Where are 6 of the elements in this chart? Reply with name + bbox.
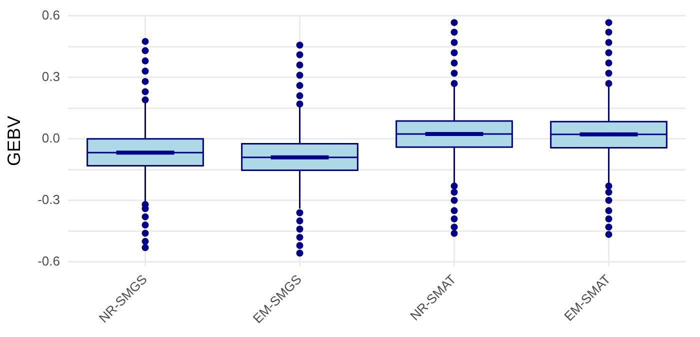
y-tick-label: -0.6 (38, 254, 60, 269)
y-axis-title: GEBV (4, 116, 24, 166)
y-tick-label: 0.6 (42, 7, 60, 22)
y-tick-label: 0.3 (42, 68, 60, 84)
y-tick-label: -0.3 (38, 192, 60, 207)
y-tick-label: 0.0 (42, 130, 60, 146)
